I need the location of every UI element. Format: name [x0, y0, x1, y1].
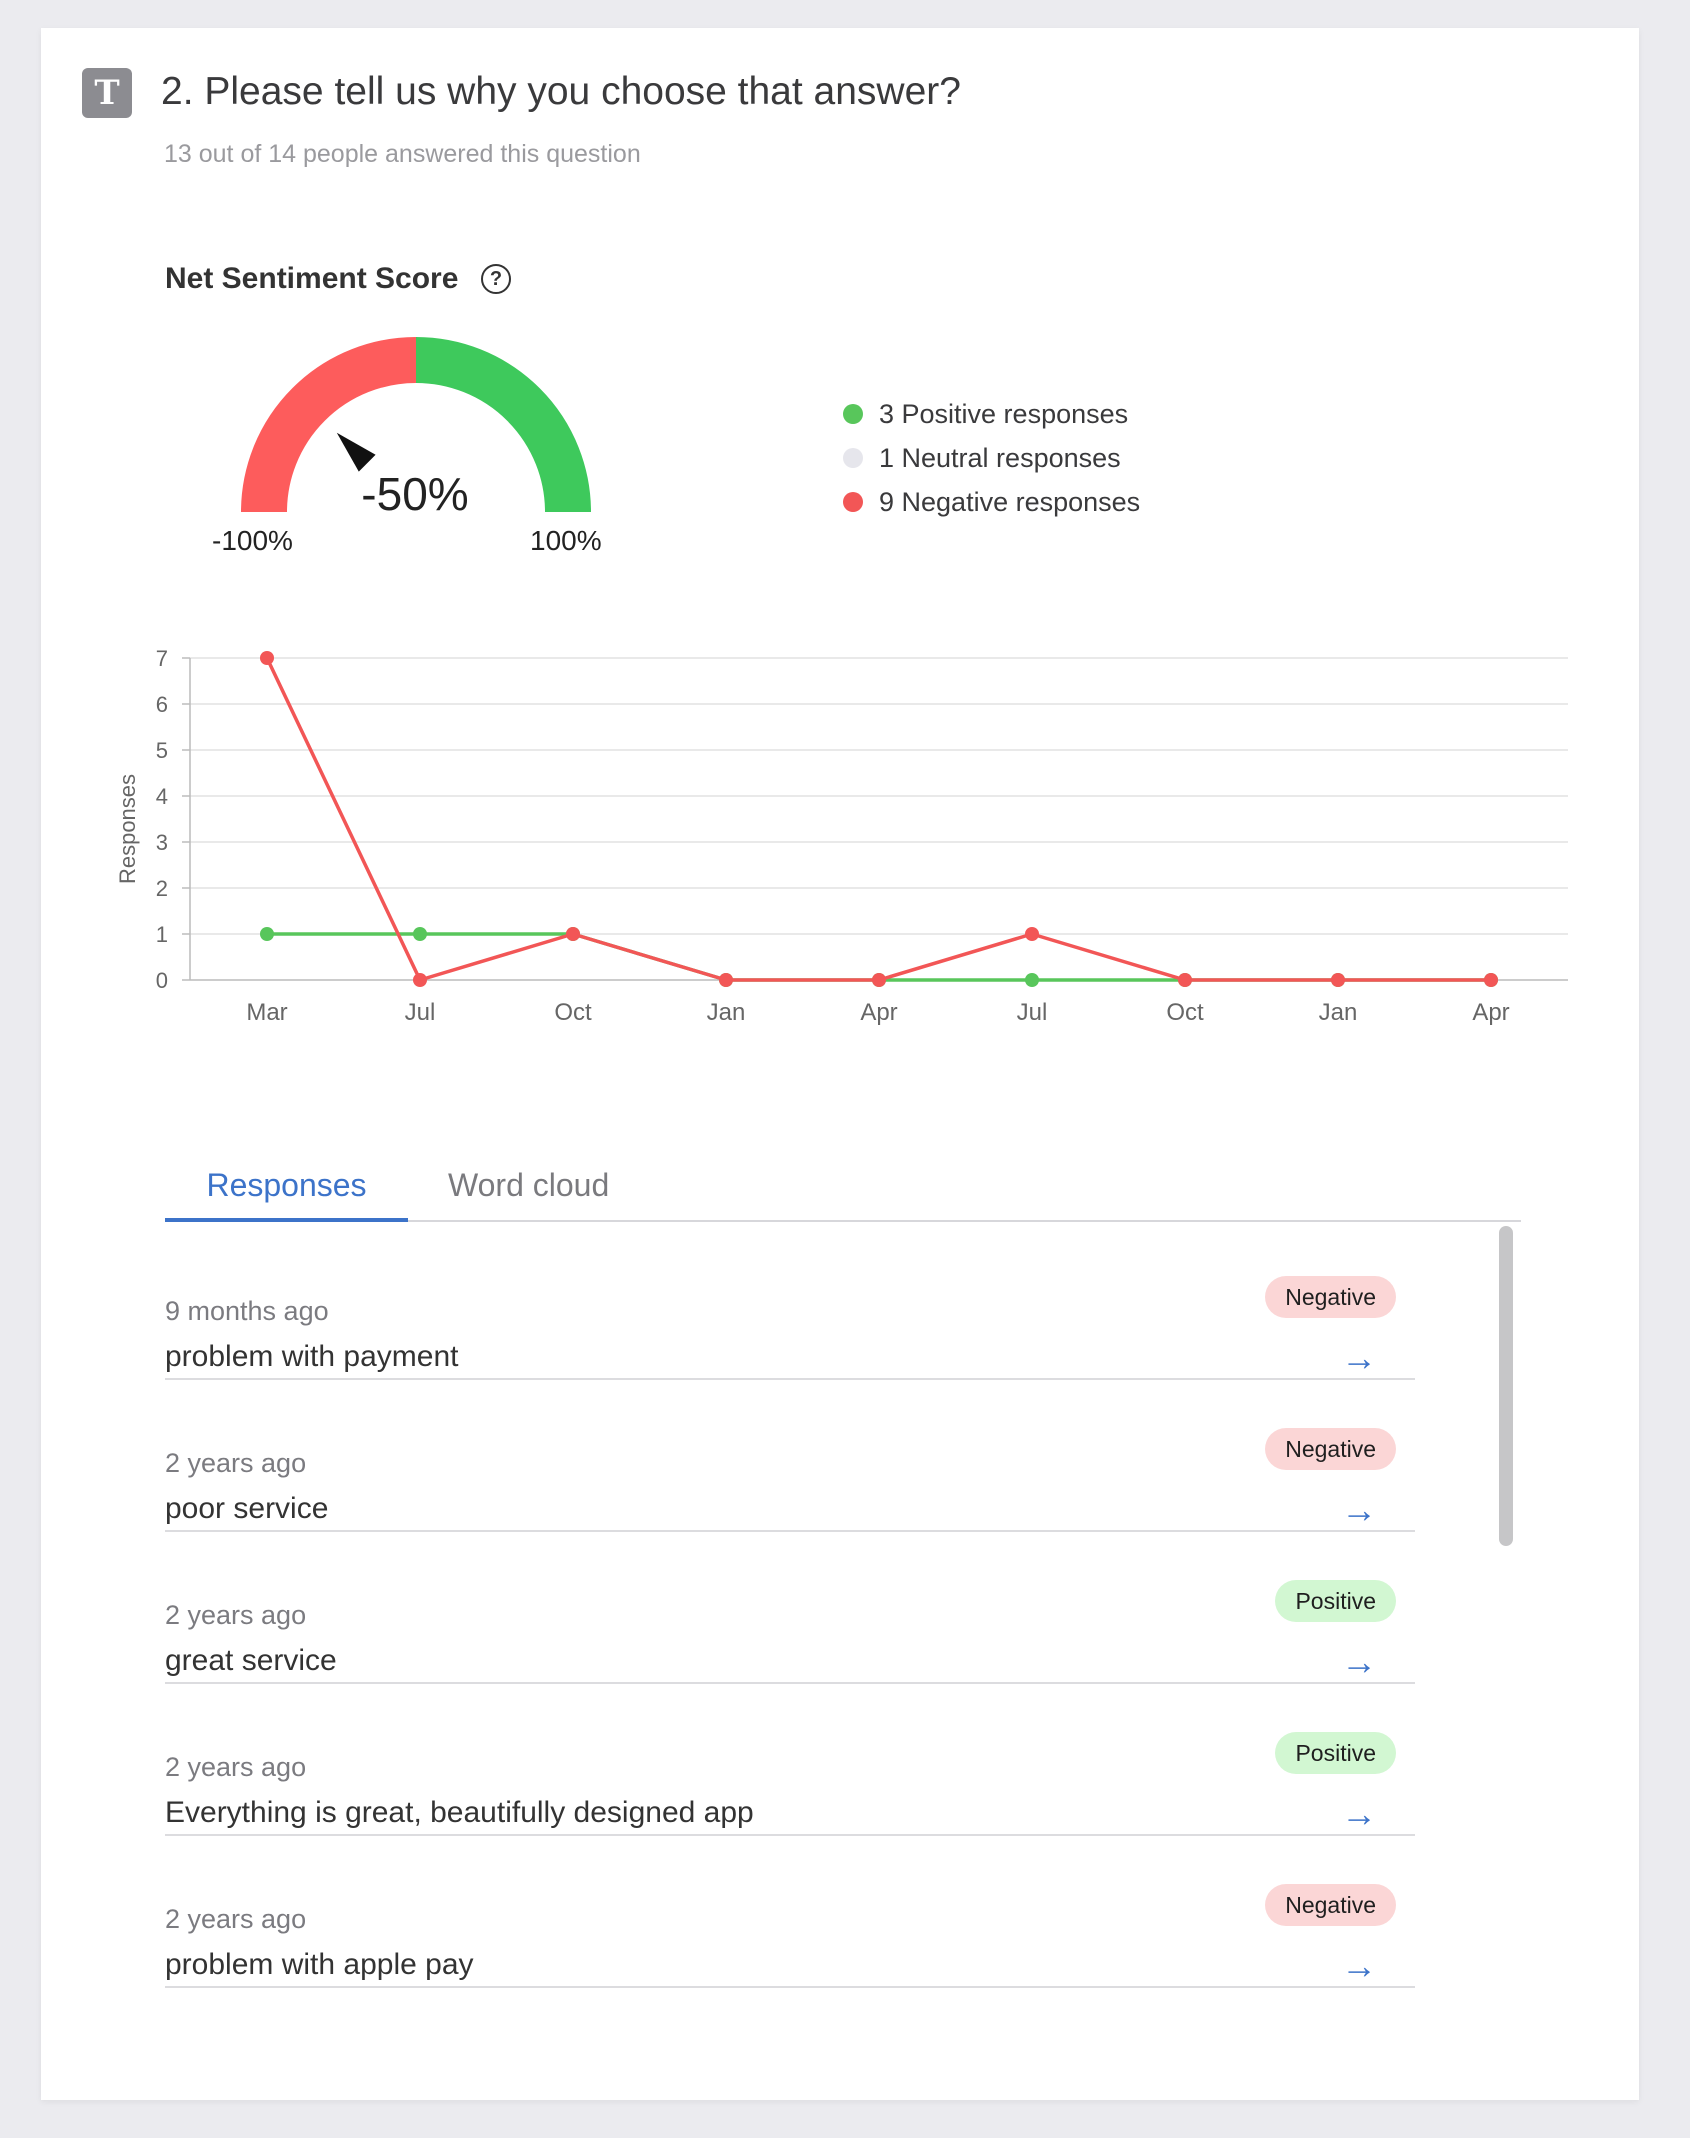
response-time: 2 years ago — [165, 1600, 307, 1630]
data-point — [566, 927, 580, 941]
legend-item-positive: 3 Positive responses — [843, 392, 1140, 436]
sentiment-badge: Negative — [1265, 1884, 1396, 1926]
data-point — [719, 973, 733, 987]
data-point — [1025, 973, 1039, 987]
response-text: problem with payment — [165, 1340, 459, 1373]
gauge-negative-arc — [241, 337, 417, 513]
response-time: 2 years ago — [165, 1752, 307, 1782]
legend-dot-negative — [843, 492, 863, 512]
sentiment-badge: Positive — [1275, 1732, 1396, 1774]
arrow-right-icon[interactable]: → — [1341, 1641, 1377, 1682]
legend-item-negative: 9 Negative responses — [843, 480, 1140, 524]
response-text: poor service — [165, 1492, 329, 1525]
x-tick-label: Oct — [1166, 999, 1204, 1026]
response-text: Everything is great, beautifully designe… — [165, 1796, 754, 1829]
sentiment-gauge — [241, 337, 591, 513]
y-tick-label: 3 — [156, 830, 168, 855]
response-time: 2 years ago — [165, 1448, 307, 1478]
legend-label-positive: 3 Positive responses — [879, 398, 1129, 429]
data-point — [260, 927, 274, 941]
data-point — [260, 651, 274, 665]
sentiment-badge: Positive — [1275, 1580, 1396, 1622]
tab-word-cloud[interactable]: Word cloud — [448, 1167, 610, 1203]
gauge-max-label: 100% — [530, 525, 602, 556]
legend-item-neutral: 1 Neutral responses — [843, 436, 1140, 480]
data-point — [413, 927, 427, 941]
data-point — [1025, 927, 1039, 941]
response-row[interactable]: 2 years ago Everything is great, beautif… — [165, 1684, 1415, 1836]
response-row[interactable]: 9 months ago problem with payment Negati… — [165, 1228, 1415, 1380]
series-line-1 — [265, 657, 1491, 982]
y-tick-label: 2 — [156, 876, 168, 901]
arrow-right-icon[interactable]: → — [1341, 1489, 1377, 1530]
x-tick-label: Jul — [1017, 999, 1048, 1026]
x-tick-label: Jul — [405, 999, 436, 1026]
y-tick-label: 4 — [156, 784, 168, 809]
y-axis-label: Responses — [115, 774, 140, 884]
x-tick-label: Apr — [1472, 999, 1509, 1026]
x-tick-label: Oct — [554, 999, 592, 1026]
net-sentiment-title: Net Sentiment Score — [165, 262, 459, 295]
response-time: 2 years ago — [165, 1904, 307, 1934]
x-tick-label: Jan — [1319, 999, 1358, 1026]
gauge-min-label: -100% — [212, 525, 293, 556]
legend-dot-positive — [843, 404, 863, 424]
tab-responses[interactable]: Responses — [165, 1160, 408, 1222]
x-tick-label: Mar — [246, 999, 287, 1026]
x-tick-label: Jan — [707, 999, 746, 1026]
help-icon[interactable]: ? — [481, 264, 511, 294]
legend-dot-neutral — [843, 448, 863, 468]
y-tick-label: 0 — [156, 968, 168, 993]
arrow-right-icon[interactable]: → — [1341, 1945, 1377, 1986]
arrow-right-icon[interactable]: → — [1341, 1337, 1377, 1378]
y-tick-label: 1 — [156, 922, 168, 947]
response-text: great service — [165, 1644, 337, 1677]
y-tick-label: 5 — [156, 738, 168, 763]
response-row[interactable]: 2 years ago poor service Negative → — [165, 1380, 1415, 1532]
response-list-scrollbar[interactable] — [1499, 1226, 1513, 2026]
response-time: 9 months ago — [165, 1296, 329, 1326]
response-text: problem with apple pay — [165, 1948, 474, 1981]
arrow-right-icon[interactable]: → — [1341, 1793, 1377, 1834]
scrollbar-thumb[interactable] — [1499, 1226, 1513, 1546]
responses-line-chart: 0 1 2 3 4 5 6 7 Mar Jul Oct Jan Apr Jul Oct Jan Apr Respo… — [115, 646, 1568, 1026]
gauge-positive-arc — [415, 337, 591, 513]
y-tick-label: 6 — [156, 692, 168, 717]
legend-label-neutral: 1 Neutral responses — [879, 442, 1121, 473]
data-point — [872, 973, 886, 987]
x-tick-label: Apr — [860, 999, 897, 1026]
response-row[interactable]: 2 years ago problem with apple pay Negat… — [165, 1836, 1415, 1988]
response-list: 9 months ago problem with payment Negati… — [165, 1228, 1415, 1988]
legend-label-negative: 9 Negative responses — [879, 486, 1141, 517]
data-point — [413, 973, 427, 987]
gauge-score: -50% — [361, 468, 469, 520]
data-point — [1484, 973, 1498, 987]
question-subtitle: 13 out of 14 people answered this questi… — [164, 140, 641, 168]
sentiment-legend: 3 Positive responses 1 Neutral responses… — [843, 392, 1140, 524]
question-title: 2. Please tell us why you choose that an… — [161, 70, 961, 113]
gauge-needle-icon — [336, 432, 376, 472]
tab-bar: Responses Word cloud — [165, 1160, 1521, 1222]
y-tick-label: 7 — [156, 646, 168, 671]
text-question-icon: T — [82, 68, 132, 118]
response-row[interactable]: 2 years ago great service Positive → — [165, 1532, 1415, 1684]
data-point — [1178, 973, 1192, 987]
sentiment-badge: Negative — [1265, 1428, 1396, 1470]
data-point — [1331, 973, 1345, 987]
sentiment-badge: Negative — [1265, 1276, 1396, 1318]
